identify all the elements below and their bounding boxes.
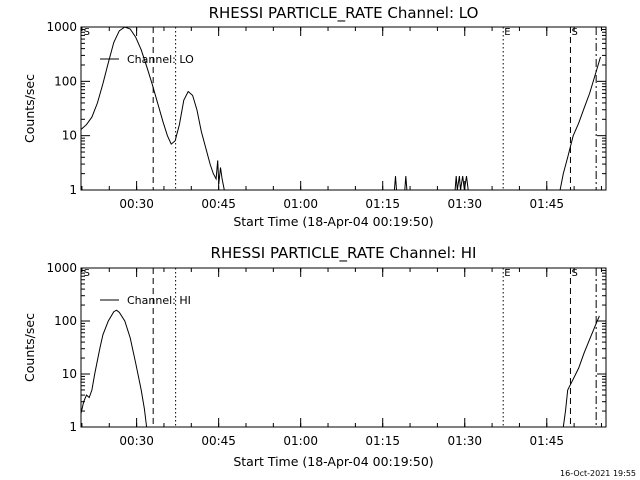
lo-channel-panel: RHESSI PARTICLE_RATE Channel: LO 1 10 100 10… [22, 4, 607, 229]
y-axis-label: Counts/sec [22, 74, 37, 143]
legend-label: Channel: LO [127, 53, 194, 66]
x-tick-label: 00:45 [201, 197, 236, 211]
series-line [404, 176, 408, 191]
x-axis-label: Start Time (18-Apr-04 00:19:50) [233, 214, 433, 229]
y-tick-label: 100 [54, 314, 77, 328]
x-tick-label: 00:30 [119, 434, 154, 448]
chart-title: RHESSI PARTICLE_RATE Channel: HI [211, 244, 477, 263]
x-tick-label: 00:30 [119, 197, 154, 211]
series-line [562, 315, 600, 428]
y-tick-label: 1000 [46, 20, 77, 34]
series-line [559, 56, 601, 191]
series-line [454, 176, 469, 191]
x-tick-label: 01:45 [529, 434, 564, 448]
y-tick-label: 1 [69, 183, 77, 197]
event-marker-label: S [84, 268, 90, 279]
footer-timestamp: 16-Oct-2021 19:55 [560, 469, 636, 478]
chart-title: RHESSI PARTICLE_RATE Channel: LO [209, 4, 479, 23]
event-marker-label: S [571, 268, 577, 279]
y-tick-label: 10 [62, 129, 77, 143]
hi-channel-panel: RHESSI PARTICLE_RATE Channel: HI 1 10 100 10… [22, 244, 607, 469]
series-line [80, 309, 148, 428]
x-tick-label: 01:00 [283, 434, 318, 448]
y-tick-label: 10 [62, 367, 77, 381]
x-tick-label: 01:15 [365, 197, 400, 211]
plot-frame [80, 26, 607, 191]
y-tick-label: 1 [69, 420, 77, 434]
x-axis-label: Start Time (18-Apr-04 00:19:50) [233, 454, 433, 469]
event-marker-label: E [504, 27, 510, 38]
series-line [393, 176, 397, 191]
x-tick-label: 01:30 [447, 434, 482, 448]
x-tick-label: 01:45 [529, 197, 564, 211]
y-tick-label: 1000 [46, 261, 77, 275]
event-marker-label: S [84, 27, 90, 38]
event-marker-label: S [571, 27, 577, 38]
x-tick-label: 01:30 [447, 197, 482, 211]
y-tick-label: 100 [54, 74, 77, 88]
x-tick-label: 01:15 [365, 434, 400, 448]
y-axis-label: Counts/sec [22, 313, 37, 382]
x-tick-label: 01:00 [283, 197, 318, 211]
x-tick-label: 00:45 [201, 434, 236, 448]
legend-label: Channel: HI [127, 294, 191, 307]
plot-frame [80, 267, 607, 428]
event-marker-label: E [504, 268, 510, 279]
series-line [80, 26, 225, 191]
